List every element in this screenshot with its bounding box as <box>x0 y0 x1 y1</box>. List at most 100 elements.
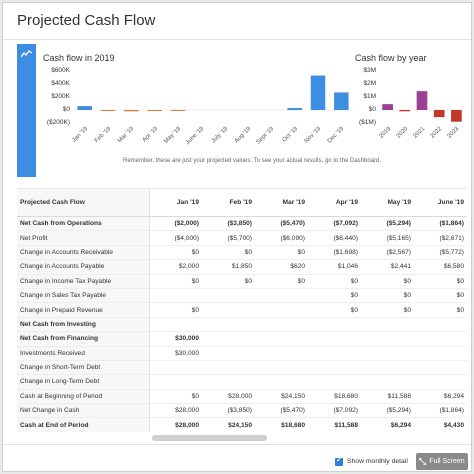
chart-side-strip <box>17 44 36 177</box>
table-cell: $6,294 <box>361 417 414 433</box>
column-header: Jan '19 <box>149 188 202 217</box>
table-cell <box>361 316 414 332</box>
table-cell: $28,000 <box>202 388 255 404</box>
chart-bar[interactable] <box>382 104 393 110</box>
table-cell: $28,000 <box>149 417 202 433</box>
full-screen-button[interactable]: Full Screen <box>416 453 468 470</box>
chart-bar[interactable] <box>100 110 116 111</box>
table-cell: $0 <box>149 302 202 318</box>
chart-bar[interactable] <box>147 110 162 111</box>
table-cell: $0 <box>149 273 202 289</box>
table-cell: ($5,772) <box>414 244 467 260</box>
table-cell: ($7,092) <box>308 403 361 418</box>
y-tick-label: $0 <box>368 106 376 113</box>
y-tick-label: ($200K) <box>46 119 70 126</box>
table-cell: ($5,165) <box>361 230 414 246</box>
table-cell: ($5,470) <box>255 215 308 231</box>
table-cell: $0 <box>361 302 414 318</box>
row-label: Change in Accounts Payable <box>17 259 150 275</box>
y-tick-label: $400K <box>51 80 70 87</box>
expand-arrows-icon <box>419 458 427 465</box>
table-cell: $0 <box>308 302 361 318</box>
table-cell: $0 <box>308 287 361 303</box>
footer-divider <box>3 444 471 445</box>
page-title: Projected Cash Flow <box>17 12 156 29</box>
table-cell <box>255 316 308 332</box>
table-cell: ($2,671) <box>414 230 467 246</box>
show-monthly-detail-label[interactable]: Show monthly detail <box>347 458 408 465</box>
row-label: Change in Prepaid Revenue <box>17 302 150 318</box>
table-cell: $0 <box>255 244 308 260</box>
cash-flow-table-container[interactable]: Projected Cash Flow Jan '19 Feb '19 Mar … <box>17 188 467 433</box>
table-cell: $0 <box>414 273 467 289</box>
table-row: Change in Long-Term Debt <box>17 374 467 390</box>
table-cell <box>202 287 255 303</box>
table-cell <box>202 316 255 332</box>
scrollbar-thumb[interactable] <box>152 435 267 441</box>
cash-flow-table: Projected Cash Flow Jan '19 Feb '19 Mar … <box>17 188 467 433</box>
table-cell: ($5,294) <box>361 215 414 231</box>
table-cell: $24,150 <box>255 388 308 404</box>
table-cell: $0 <box>255 273 308 289</box>
horizontal-scrollbar[interactable] <box>17 435 467 441</box>
table-cell <box>202 302 255 318</box>
table-cell: $620 <box>255 259 308 275</box>
chart-bar[interactable] <box>77 106 92 110</box>
table-row: Change in Short-Term Debt <box>17 359 467 375</box>
chart-bar[interactable] <box>310 75 326 110</box>
row-label: Net Profit <box>17 230 150 246</box>
trend-line-icon <box>21 50 32 58</box>
table-row: Change in Accounts Receivable $0 $0 $0 ($1,6… <box>17 244 467 260</box>
table-cell: ($5,470) <box>255 403 308 418</box>
row-label: Cash at Beginning of Period <box>17 388 150 404</box>
table-cell: $1,850 <box>202 259 255 275</box>
table-cell <box>414 316 467 332</box>
table-cell <box>414 359 467 375</box>
table-header-row: Projected Cash Flow Jan '19 Feb '19 Mar … <box>17 188 467 217</box>
chart-bar[interactable] <box>124 110 139 112</box>
table-cell <box>202 331 255 347</box>
table-cell: $2,000 <box>149 259 202 275</box>
table-cell <box>414 374 467 390</box>
row-label: Cash at End of Period <box>17 417 150 433</box>
table-cell: ($4,000) <box>149 230 202 246</box>
table-cell <box>308 374 361 390</box>
table-cell: ($1,698) <box>308 244 361 260</box>
table-row: Change in Sales Tax Payable $0 $0 $0 <box>17 287 467 303</box>
y-tick-label: $1M <box>363 93 376 100</box>
table-cell <box>255 359 308 375</box>
chart-bar[interactable] <box>399 110 411 112</box>
table-cell: $0 <box>149 244 202 260</box>
table-cell: $28,000 <box>149 403 202 418</box>
table-cell: $6,580 <box>414 259 467 275</box>
table-row: Net Cash from Financing $30,000 <box>17 331 467 347</box>
table-cell <box>414 331 467 347</box>
table-cell <box>255 374 308 390</box>
show-monthly-detail-checkbox[interactable]: ✓ <box>335 457 343 466</box>
chart-bar[interactable] <box>433 110 445 118</box>
full-screen-label: Full Screen <box>429 458 465 465</box>
table-cell: $30,000 <box>149 331 202 347</box>
table-cell <box>202 374 255 390</box>
monthly-chart-title: Cash flow in 2019 <box>43 53 115 63</box>
table-row: Net Profit ($4,000) ($5,700) ($6,090) ($6,44… <box>17 230 467 246</box>
table-row: Cash at Beginning of Period $0 $28,000 $24,… <box>17 388 467 404</box>
chart-bar[interactable] <box>451 110 462 122</box>
row-label: Change in Income Tax Payable <box>17 273 150 289</box>
table-cell: ($6,090) <box>255 230 308 246</box>
column-header: May '19 <box>361 188 414 217</box>
chart-bar[interactable] <box>416 91 428 110</box>
row-label: Net Cash from Operations <box>17 215 150 231</box>
table-cell <box>255 331 308 347</box>
table-row: Change in Accounts Payable $2,000 $1,850 $6… <box>17 259 467 275</box>
table-cell: $0 <box>308 273 361 289</box>
checkmark-icon: ✓ <box>336 457 342 464</box>
table-cell <box>149 374 202 390</box>
table-cell <box>308 331 361 347</box>
chart-bar[interactable] <box>287 108 302 110</box>
chart-bar[interactable] <box>170 110 186 111</box>
chart-bar[interactable] <box>334 92 349 110</box>
table-cell: $0 <box>414 302 467 318</box>
table-cell: ($6,440) <box>308 230 361 246</box>
